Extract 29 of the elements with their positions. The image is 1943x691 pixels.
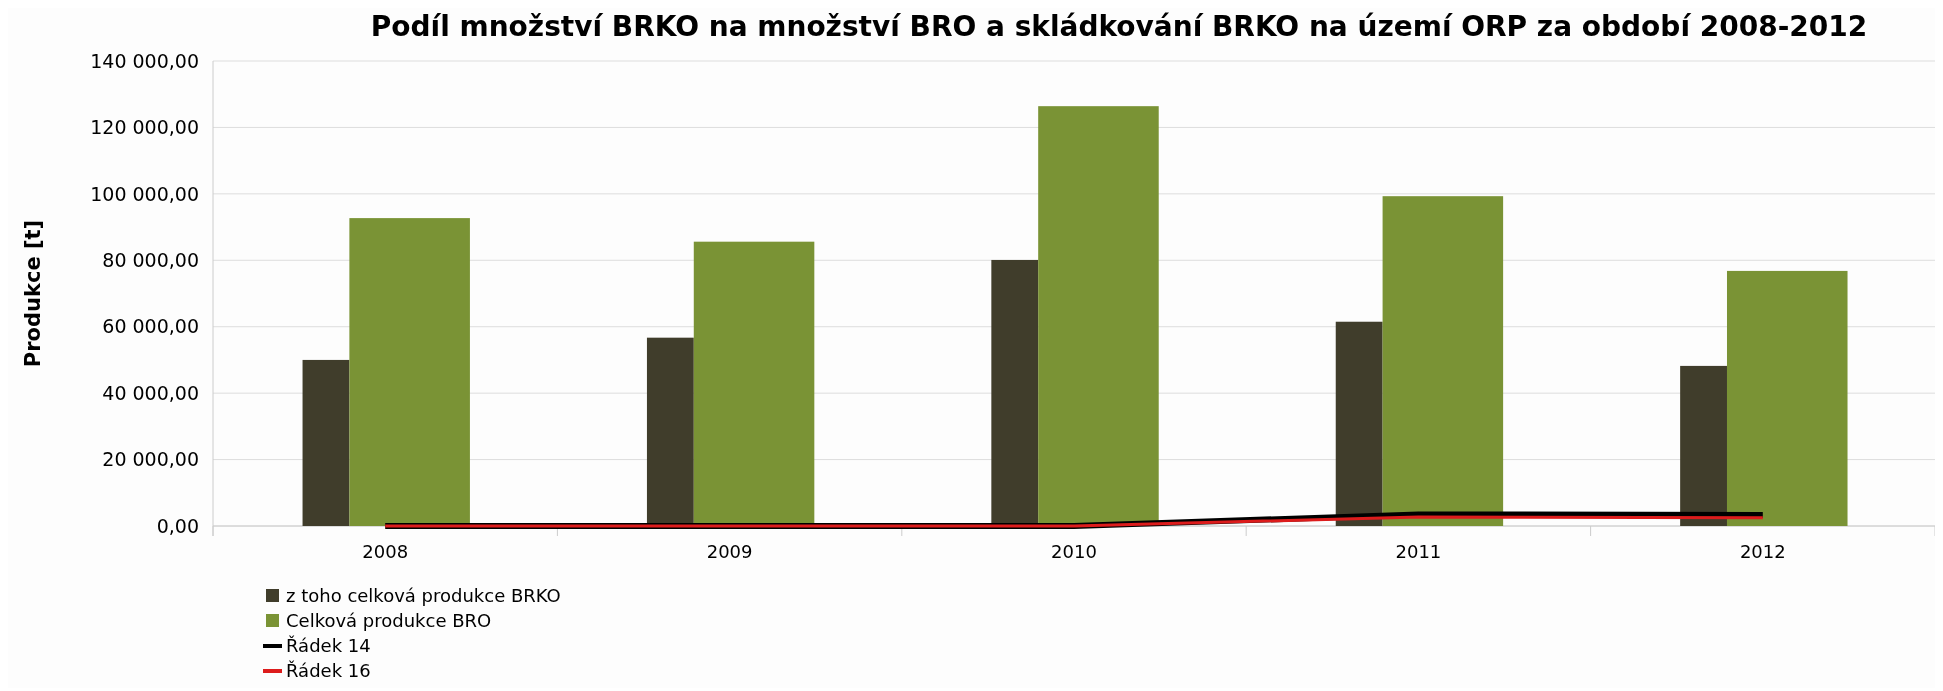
legend-label: Řádek 14 bbox=[286, 635, 371, 657]
bar bbox=[693, 241, 815, 526]
x-tick-label: 2012 bbox=[1739, 541, 1786, 562]
bar bbox=[1726, 270, 1848, 526]
y-tick-label: 40 000,00 bbox=[102, 381, 199, 404]
y-tick-label: 100 000,00 bbox=[90, 182, 199, 205]
bar bbox=[302, 359, 350, 526]
x-tick-label: 2009 bbox=[706, 541, 753, 562]
bar bbox=[349, 218, 470, 526]
bar bbox=[1038, 106, 1159, 526]
y-tick-label: 20 000,00 bbox=[102, 448, 199, 471]
x-tick-label: 2010 bbox=[1051, 541, 1097, 562]
x-tick-label: 2008 bbox=[362, 541, 409, 562]
bar bbox=[1335, 321, 1383, 526]
y-tick-label: 140 000,00 bbox=[90, 49, 199, 72]
bar bbox=[646, 337, 694, 526]
y-tick-label: 80 000,00 bbox=[102, 248, 199, 271]
bar bbox=[1382, 196, 1504, 526]
y-tick-label: 120 000,00 bbox=[90, 116, 199, 139]
legend-label: z toho celková produkce BRKO bbox=[286, 585, 561, 607]
y-tick-label: 60 000,00 bbox=[102, 315, 199, 338]
bar bbox=[1680, 365, 1727, 526]
chart-title: Podíl množství BRKO na množství BRO a skládkování BRKO na území ORP za období 2008-2012 bbox=[370, 10, 1868, 43]
legend-label: Celková produkce BRO bbox=[286, 610, 492, 632]
x-tick-label: 2011 bbox=[1395, 541, 1442, 562]
bar bbox=[991, 259, 1039, 526]
legend-label: Řádek 16 bbox=[286, 660, 371, 682]
y-axis-title: Produkce [t] bbox=[21, 219, 45, 368]
y-tick-label: 0,00 bbox=[156, 514, 199, 537]
